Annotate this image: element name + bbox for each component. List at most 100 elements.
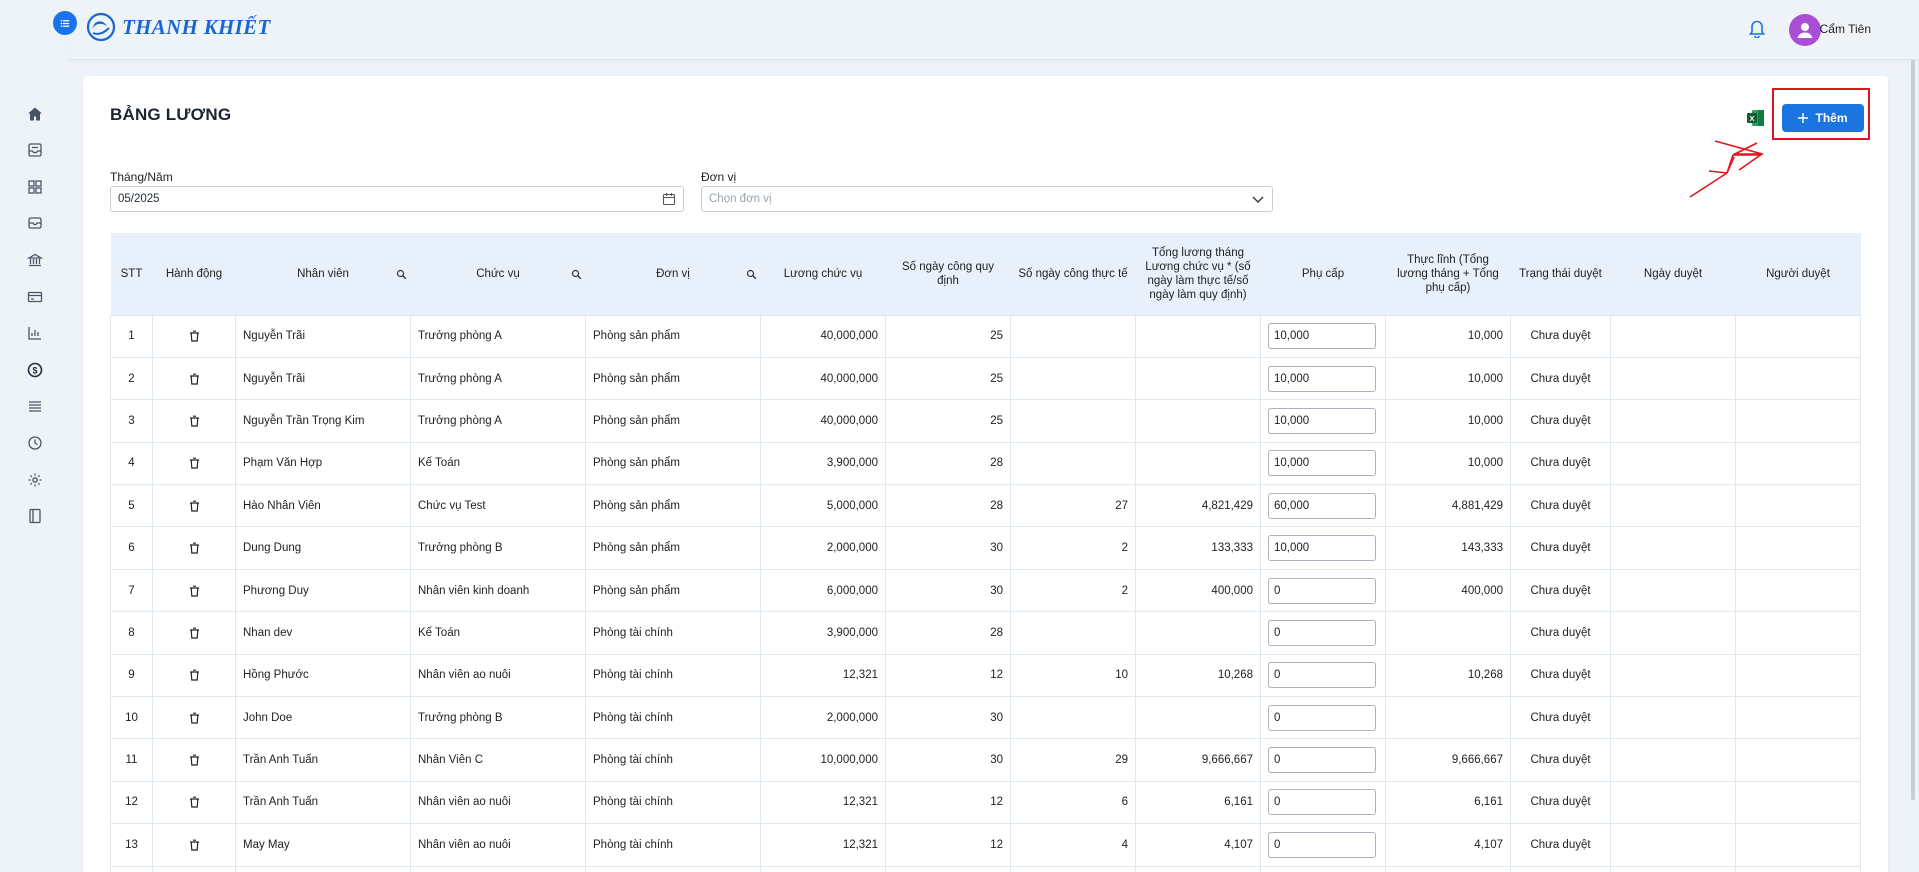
table-header-row: STT Hành động Nhân viên Chức vụ Đơn vị L… [110, 233, 1861, 315]
allowance-input[interactable] [1268, 323, 1376, 350]
allowance-input[interactable] [1268, 662, 1376, 689]
add-button[interactable]: Thêm [1782, 104, 1864, 132]
avatar[interactable] [1789, 14, 1821, 46]
salary-cell: 10,000,000 [760, 738, 886, 782]
trash-icon[interactable] [189, 669, 200, 681]
logo[interactable]: THANH KHIẾT [86, 12, 271, 42]
action-cell [152, 356, 236, 401]
list-icon[interactable] [22, 393, 48, 419]
position-cell [410, 865, 586, 872]
approver-cell [1735, 611, 1861, 655]
stt-cell: 3 [110, 399, 153, 443]
trash-icon[interactable] [189, 457, 200, 469]
stt-cell: 12 [110, 780, 153, 825]
allowance-cell [1260, 314, 1386, 358]
trash-icon[interactable] [189, 415, 200, 427]
allowance-input[interactable] [1268, 577, 1376, 604]
grid-icon[interactable] [22, 174, 48, 200]
position-cell: Trưởng phòng A [410, 399, 586, 443]
user-name[interactable]: Cẩm Tiên [1819, 22, 1871, 36]
total-cell [1135, 696, 1261, 740]
logo-text: THANH KHIẾT [122, 14, 271, 39]
inbox-icon[interactable] [22, 137, 48, 163]
col-employee-label: Nhân viên [297, 267, 349, 280]
archive-icon[interactable] [22, 210, 48, 236]
trash-icon[interactable] [189, 542, 200, 554]
position-cell: Kế Toán [410, 441, 586, 486]
card-icon[interactable] [22, 284, 48, 310]
excel-export-icon[interactable]: X [1746, 108, 1766, 133]
position-cell: Chức vụ Test [410, 484, 586, 528]
month-input[interactable]: 05/2025 [110, 186, 684, 212]
salary-cell: 6,000,000 [760, 568, 886, 613]
actual-days-cell [1010, 441, 1136, 486]
settings-icon[interactable] [22, 467, 48, 493]
approver-cell [1735, 526, 1861, 570]
salary-cell: 12,321 [760, 653, 886, 698]
dollar-icon[interactable]: $ [22, 357, 48, 383]
allowance-input[interactable] [1268, 831, 1376, 858]
trash-icon[interactable] [189, 627, 200, 639]
unit-select[interactable]: Chọn đơn vị [701, 186, 1273, 212]
action-cell [152, 780, 236, 825]
total-cell: 6,161 [1135, 780, 1261, 825]
status-cell: Chưa duyệt [1510, 356, 1611, 401]
search-icon[interactable] [396, 269, 407, 280]
trash-icon[interactable] [189, 712, 200, 724]
allowance-input[interactable] [1268, 747, 1376, 774]
stt-cell: 9 [110, 653, 153, 698]
search-icon[interactable] [746, 269, 757, 280]
salary-cell: 2,000,000 [760, 526, 886, 570]
add-button-label: Thêm [1815, 111, 1848, 125]
trash-icon[interactable] [189, 796, 200, 809]
clock-icon[interactable] [22, 430, 48, 456]
approve-date-cell [1610, 441, 1736, 486]
search-icon[interactable] [571, 269, 582, 280]
table-row: 7 Phương Duy Nhân viên kinh doanh Phòng sản… [110, 568, 1861, 613]
sidebar-toggle-button[interactable] [53, 11, 77, 35]
allowance-input[interactable] [1268, 619, 1376, 646]
bank-icon[interactable] [22, 247, 48, 273]
notification-bell-icon[interactable] [1748, 18, 1766, 43]
main-card: BẢNG LƯƠNG X Thêm Tháng/Năm 05/2025 Đơn … [83, 76, 1888, 872]
calendar-icon[interactable] [662, 192, 676, 206]
salary-cell: 2,000,000 [760, 696, 886, 740]
net-cell: 400,000 [1385, 568, 1511, 613]
home-icon[interactable] [22, 101, 48, 127]
allowance-input[interactable] [1268, 789, 1376, 816]
allowance-input[interactable] [1268, 704, 1376, 731]
allowance-input[interactable] [1268, 535, 1376, 562]
chart-icon[interactable] [22, 320, 48, 346]
std-days-cell: 28 [885, 611, 1011, 655]
month-value: 05/2025 [118, 193, 160, 205]
trash-icon[interactable] [189, 839, 200, 851]
net-cell [1385, 696, 1511, 740]
col-salary: Lương chức vụ [783, 267, 863, 280]
employee-cell: Trần Anh Tuấn [235, 780, 411, 825]
allowance-input[interactable] [1268, 450, 1376, 477]
action-cell [152, 526, 236, 570]
allowance-cell [1260, 568, 1386, 613]
user-icon [1797, 23, 1813, 38]
allowance-cell [1260, 823, 1386, 867]
position-cell: Nhân viên kinh doanh [410, 568, 586, 613]
trash-icon[interactable] [189, 754, 200, 766]
trash-icon[interactable] [189, 330, 200, 342]
book-icon[interactable] [22, 503, 48, 529]
col-position-label: Chức vụ [476, 267, 520, 280]
allowance-input[interactable] [1268, 407, 1376, 434]
allowance-cell [1260, 611, 1386, 655]
employee-cell: Phạm Văn Hợp [235, 441, 411, 486]
month-label: Tháng/Năm [110, 170, 173, 184]
trash-icon[interactable] [189, 500, 200, 512]
actual-days-cell [1010, 314, 1136, 358]
trash-icon[interactable] [189, 373, 200, 385]
allowance-input[interactable] [1268, 492, 1376, 519]
table-row: 8 Nhan dev Kế Toán Phòng tài chính 3,900,000… [110, 611, 1861, 655]
allowance-input[interactable] [1268, 365, 1376, 392]
trash-icon[interactable] [189, 585, 200, 597]
salary-cell: 40,000,000 [760, 399, 886, 443]
stt-cell: 5 [110, 484, 153, 528]
page-scrollbar[interactable] [1911, 60, 1915, 800]
table-row: 12 Trần Anh Tuấn Nhân viên ao nuôi Phòng tà… [110, 780, 1861, 825]
